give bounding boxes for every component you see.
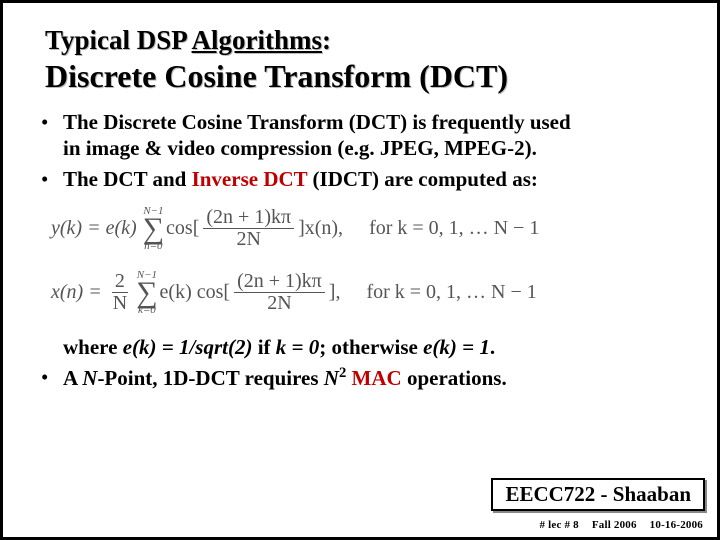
bullet-2-red: Inverse DCT bbox=[192, 167, 308, 191]
eq1-lhs: y(k) = e(k) bbox=[51, 217, 137, 240]
slide-supertitle: Typical DSP Algorithms: bbox=[45, 25, 689, 56]
bullet-1: The Discrete Cosine Transform (DCT) is f… bbox=[41, 109, 685, 162]
bullet-list-2: where e(k) = 1/sqrt(2) if k = 0; otherwi… bbox=[31, 334, 689, 392]
eq2-cond: for k = 0, 1, … N − 1 bbox=[366, 281, 536, 304]
bullet-1-line2: in image & video compression (e.g. JPEG,… bbox=[63, 136, 537, 160]
title-lead: Typical DSP bbox=[45, 25, 192, 55]
eq2-sum-lower: k=0 bbox=[138, 305, 156, 316]
eq1-cond: for k = 0, 1, … N − 1 bbox=[369, 217, 539, 240]
subfooter-lec: # lec # 8 bbox=[540, 519, 579, 531]
eq2-frac-den: 2N bbox=[264, 293, 294, 314]
title-underlined: Algorithms bbox=[192, 25, 323, 55]
eq2-lhs: x(n) = bbox=[51, 281, 102, 304]
sigma-icon: ∑ bbox=[136, 281, 157, 305]
content-area: Typical DSP Algorithms: Discrete Cosine … bbox=[3, 3, 717, 405]
eq1-frac-den: 2N bbox=[234, 229, 264, 250]
bullet-2: The DCT and Inverse DCT (IDCT) are compu… bbox=[41, 166, 685, 192]
bullet-2a: The DCT and bbox=[63, 167, 192, 191]
b3-6: e(k) = 1 bbox=[423, 335, 490, 359]
slide-title: Discrete Cosine Transform (DCT) bbox=[45, 58, 689, 95]
b3-4: k = 0 bbox=[276, 335, 319, 359]
eq2-after: ], bbox=[329, 281, 341, 304]
eq2-frac0-num: 2 bbox=[112, 271, 128, 293]
bullet-4: A N-Point, 1D-DCT requires N2 MAC operat… bbox=[41, 364, 685, 391]
b3-3: if bbox=[252, 335, 275, 359]
eq2-mid: e(k) cos[ bbox=[160, 281, 231, 304]
equation-dct: y(k) = e(k) N−1 ∑ n=0 cos[ (2n + 1)kπ 2N… bbox=[51, 206, 689, 252]
b4-red: MAC bbox=[352, 366, 402, 390]
footer-box: EECC722 - Shaaban bbox=[491, 478, 705, 511]
bullet-3: where e(k) = 1/sqrt(2) if k = 0; otherwi… bbox=[41, 334, 685, 360]
sub-footer: # lec # 8 Fall 2006 10-16-2006 bbox=[530, 519, 704, 531]
slide: Typical DSP Algorithms: Discrete Cosine … bbox=[0, 0, 720, 540]
b3-7: . bbox=[490, 335, 495, 359]
eq1-frac: (2n + 1)kπ 2N bbox=[203, 207, 294, 250]
bullet-list: The Discrete Cosine Transform (DCT) is f… bbox=[31, 109, 689, 192]
eq1-cos: cos[ (2n + 1)kπ 2N ]x(n), bbox=[166, 207, 343, 250]
b4-d: operations. bbox=[402, 366, 507, 390]
eq1-sum-lower: n=0 bbox=[144, 241, 162, 252]
eq2-sum: N−1 ∑ k=0 bbox=[136, 270, 157, 316]
bullet-2b: (IDCT) are computed as: bbox=[307, 167, 538, 191]
sigma-icon: ∑ bbox=[143, 217, 164, 241]
bullet-1-line1: The Discrete Cosine Transform (DCT) is f… bbox=[63, 110, 571, 134]
eq1-sum: N−1 ∑ n=0 bbox=[143, 206, 164, 252]
subfooter-date: 10-16-2006 bbox=[650, 519, 703, 531]
eq1-cos-label: cos[ bbox=[166, 217, 199, 240]
eq2-frac-num: (2n + 1)kπ bbox=[234, 271, 325, 293]
equation-block: y(k) = e(k) N−1 ∑ n=0 cos[ (2n + 1)kπ 2N… bbox=[51, 206, 689, 316]
subfooter-term: Fall 2006 bbox=[592, 519, 637, 531]
eq2-cos: e(k) cos[ (2n + 1)kπ 2N ], bbox=[160, 271, 341, 314]
eq2-frac0-den: N bbox=[110, 293, 130, 314]
b4-b: -Point, 1D-DCT requires bbox=[97, 366, 323, 390]
b3-5: ; otherwise bbox=[319, 335, 423, 359]
b3-2: e(k) = 1/sqrt(2) bbox=[123, 335, 253, 359]
b4-a: A bbox=[63, 366, 82, 390]
eq1-after: ]x(n), bbox=[298, 217, 343, 240]
b4-i1: N bbox=[82, 366, 97, 390]
eq2-frac: (2n + 1)kπ 2N bbox=[234, 271, 325, 314]
eq2-frac0: 2 N bbox=[110, 271, 130, 314]
equation-idct: x(n) = 2 N N−1 ∑ k=0 e(k) cos[ (2n + 1)k… bbox=[51, 270, 689, 316]
b4-i2: N bbox=[324, 366, 339, 390]
b3-1: where bbox=[63, 335, 123, 359]
title-colon: : bbox=[322, 25, 331, 55]
eq1-frac-num: (2n + 1)kπ bbox=[203, 207, 294, 229]
